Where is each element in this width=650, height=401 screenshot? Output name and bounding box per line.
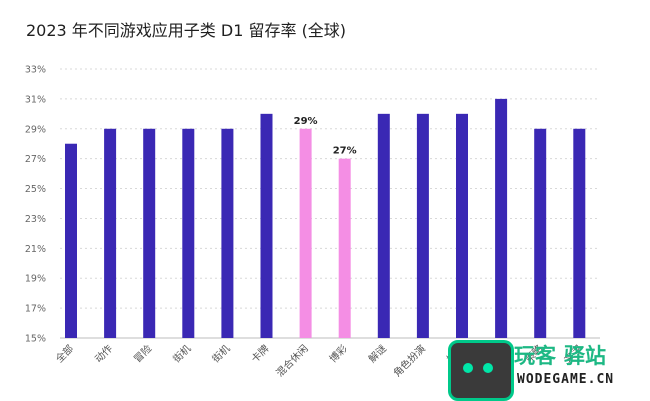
x-tick-label: 街机 — [170, 342, 193, 365]
bar — [65, 143, 77, 338]
bars — [65, 98, 586, 338]
x-tick-label: 街机 — [209, 342, 232, 365]
x-tick-label: 动作 — [93, 343, 116, 366]
watermark-eye-icon — [463, 363, 473, 373]
chart-title: 2023 年不同游戏应用子类 D1 留存率 (全球) — [26, 21, 347, 40]
data-label: 29% — [294, 116, 318, 127]
bar — [573, 128, 586, 338]
y-tick-label: 23% — [25, 214, 46, 225]
bar — [299, 128, 312, 338]
watermark-cn-1: 玩客 — [514, 344, 556, 368]
bar — [221, 128, 234, 338]
x-tick-label: 混合休闲 — [273, 342, 310, 379]
bar — [260, 113, 273, 338]
bar — [338, 158, 351, 338]
y-tick-label: 31% — [25, 94, 46, 105]
y-tick-label: 27% — [25, 154, 46, 165]
y-tick-label: 33% — [25, 65, 46, 76]
data-labels: 29% 27% — [294, 116, 357, 157]
x-tick-label: 角色扮演 — [391, 342, 428, 379]
bar — [143, 128, 156, 338]
x-tick-label: 全部 — [53, 342, 76, 365]
bar — [416, 113, 429, 338]
watermark-eye-icon — [483, 363, 493, 373]
y-tick-label: 25% — [25, 184, 46, 195]
y-tick-label: 21% — [25, 244, 46, 255]
bar — [456, 113, 468, 338]
x-tick-label: 卡牌 — [248, 342, 271, 365]
data-label: 27% — [333, 146, 357, 157]
bar — [534, 128, 547, 338]
bar — [377, 113, 390, 338]
watermark-en-text: WODEGAME.CN — [517, 372, 615, 387]
watermark-cn-2: 驿站 — [564, 344, 606, 368]
bar — [495, 98, 508, 338]
watermark-cn-text: 玩客 驿站 — [514, 340, 606, 370]
x-tick-label: 解谜 — [366, 342, 389, 365]
y-tick-label: 29% — [25, 124, 46, 135]
y-tick-label: 15% — [25, 334, 46, 345]
x-tick-label: 冒险 — [131, 342, 154, 365]
x-tick-label: 博彩 — [326, 342, 349, 365]
y-axis-ticks: 15% 17% 19% 21% 23% 25% 27% 29% 31% 33% — [25, 65, 46, 345]
y-tick-label: 17% — [25, 304, 46, 315]
bar — [182, 128, 195, 338]
y-tick-label: 19% — [25, 274, 46, 285]
bar — [104, 128, 117, 338]
gridlines — [60, 68, 600, 339]
watermark-logo-icon — [448, 340, 514, 401]
